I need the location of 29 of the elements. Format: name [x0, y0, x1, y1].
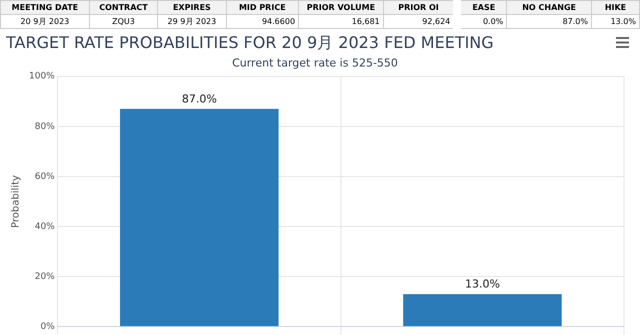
y-axis-title: Probability: [10, 174, 22, 228]
chart-title: TARGET RATE PROBABILITIES FOR 20 9月 2023 FED MEETING: [5, 32, 494, 52]
text: 92,624: [383, 14, 458, 28]
text: 29 9月 2023: [158, 14, 226, 28]
y-tick-label: 40%: [34, 222, 56, 232]
text: 94.6600: [226, 14, 299, 28]
text: MID PRICE: [226, 0, 299, 14]
y-tick-label: 0%: [40, 322, 56, 332]
y-tick-label: 60%: [34, 172, 56, 182]
text: 13.0%: [591, 14, 640, 28]
text: CONTRACT: [89, 0, 158, 14]
text: HIKE: [591, 0, 640, 14]
y-tick-label: 20%: [34, 272, 56, 282]
text: EASE: [457, 0, 507, 14]
text: 87.0%: [506, 14, 592, 28]
text: 20 9月 2023: [0, 14, 90, 28]
y-tick-label: 80%: [34, 122, 56, 132]
text: MEETING DATE: [0, 0, 90, 14]
text: ZQU3: [89, 14, 158, 28]
text: PRIOR OI: [383, 0, 458, 14]
text: EXPIRES: [158, 0, 226, 14]
data-label: 13.0%: [464, 277, 500, 290]
text: 16,681: [298, 14, 384, 28]
text: PRIOR VOLUME: [298, 0, 384, 14]
chart-subtitle: Current target rate is 525-550: [232, 56, 398, 70]
text: 0.0%: [457, 14, 507, 28]
data-label: 87.0%: [182, 92, 217, 106]
y-tick-label: 100%: [28, 72, 56, 82]
text: NO CHANGE: [506, 0, 592, 14]
